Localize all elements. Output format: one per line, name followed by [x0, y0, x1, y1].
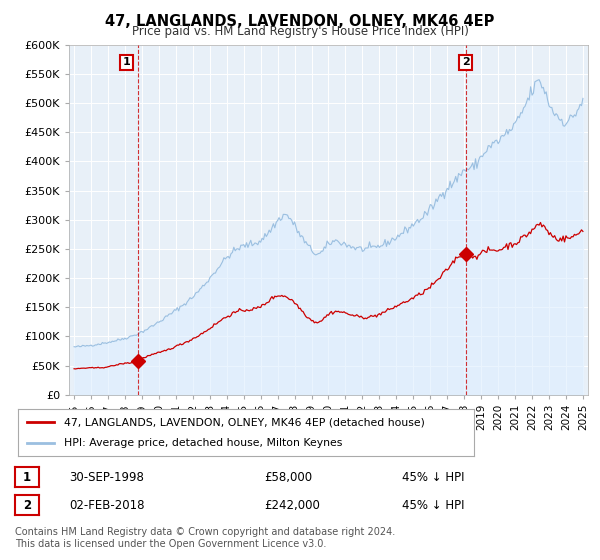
Text: 45% ↓ HPI: 45% ↓ HPI: [402, 498, 464, 512]
Text: £242,000: £242,000: [264, 498, 320, 512]
Text: This data is licensed under the Open Government Licence v3.0.: This data is licensed under the Open Gov…: [15, 539, 326, 549]
Text: 30-SEP-1998: 30-SEP-1998: [69, 470, 144, 484]
Text: 2: 2: [461, 57, 469, 67]
Text: £58,000: £58,000: [264, 470, 312, 484]
Text: 2: 2: [23, 498, 31, 512]
Text: 1: 1: [23, 470, 31, 484]
Text: 45% ↓ HPI: 45% ↓ HPI: [402, 470, 464, 484]
Text: Price paid vs. HM Land Registry's House Price Index (HPI): Price paid vs. HM Land Registry's House …: [131, 25, 469, 38]
Text: 47, LANGLANDS, LAVENDON, OLNEY, MK46 4EP: 47, LANGLANDS, LAVENDON, OLNEY, MK46 4EP: [106, 14, 494, 29]
Text: HPI: Average price, detached house, Milton Keynes: HPI: Average price, detached house, Milt…: [64, 438, 342, 448]
Text: 47, LANGLANDS, LAVENDON, OLNEY, MK46 4EP (detached house): 47, LANGLANDS, LAVENDON, OLNEY, MK46 4EP…: [64, 417, 424, 427]
Text: Contains HM Land Registry data © Crown copyright and database right 2024.: Contains HM Land Registry data © Crown c…: [15, 527, 395, 537]
Text: 1: 1: [122, 57, 130, 67]
Text: 02-FEB-2018: 02-FEB-2018: [69, 498, 145, 512]
